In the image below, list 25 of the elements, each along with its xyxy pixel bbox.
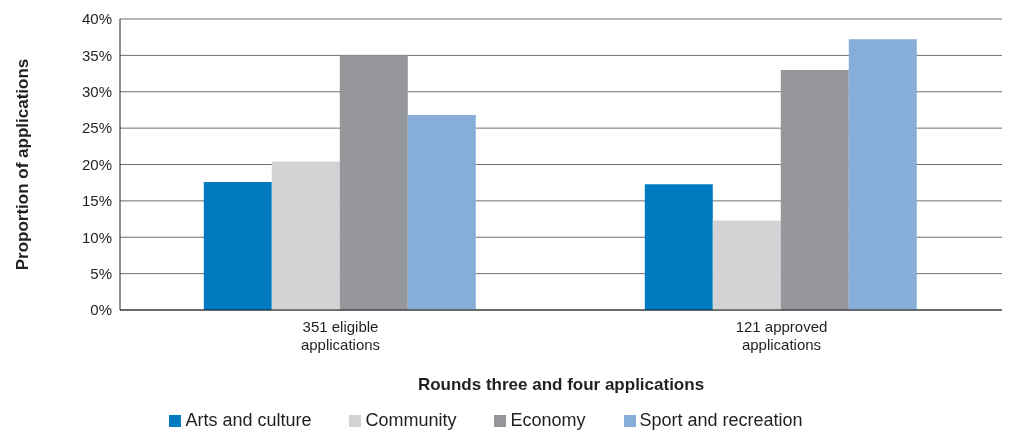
legend-label: Arts and culture bbox=[185, 410, 312, 430]
y-tick-label: 10% bbox=[81, 228, 112, 246]
legend-label: Economy bbox=[510, 410, 586, 430]
y-tick-label: 25% bbox=[81, 119, 112, 137]
bar bbox=[848, 39, 917, 310]
x-tick-label: 351 eligible applications bbox=[300, 318, 381, 353]
y-tick-label: 30% bbox=[81, 83, 112, 101]
bar bbox=[407, 115, 476, 310]
bar bbox=[339, 55, 408, 310]
bar bbox=[780, 69, 849, 310]
bar bbox=[271, 161, 340, 310]
bar bbox=[712, 220, 781, 310]
y-tick-label: 40% bbox=[81, 10, 112, 28]
x-axis-title: Rounds three and four applications bbox=[417, 375, 705, 394]
y-tick-label: 35% bbox=[81, 46, 112, 64]
legend-label: Sport and recreation bbox=[639, 410, 803, 430]
y-tick-label: 0% bbox=[90, 301, 112, 319]
x-tick-label: 121 approved applications bbox=[735, 318, 828, 353]
y-tick-label: 20% bbox=[81, 155, 112, 173]
y-tick-label: 5% bbox=[90, 264, 112, 282]
legend-label: Community bbox=[365, 410, 457, 430]
y-axis-title: Proportion of applications bbox=[13, 58, 33, 271]
bar bbox=[644, 184, 713, 310]
y-tick-label: 15% bbox=[81, 192, 112, 210]
bar bbox=[203, 181, 272, 310]
